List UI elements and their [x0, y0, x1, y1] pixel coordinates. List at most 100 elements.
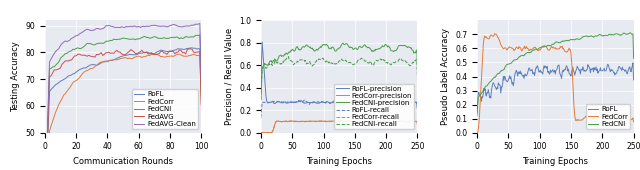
RoFL — [122, 54, 130, 56]
FedCNI-recall — [376, 59, 383, 61]
RoFL — [534, 69, 542, 71]
FedCorr — [491, 33, 499, 35]
FedCNI-recall — [285, 56, 292, 58]
FedAVG — [185, 48, 193, 50]
FedAVG-Clean — [185, 25, 193, 27]
RoFL — [568, 71, 575, 73]
FedCorr-precision — [287, 120, 294, 122]
FedCorr — [79, 73, 86, 75]
FedCorr — [535, 49, 543, 51]
Y-axis label: Pseudo Label Accuracy: Pseudo Label Accuracy — [440, 28, 450, 125]
FedCorr-recall — [350, 121, 358, 123]
X-axis label: Training Epochs: Training Epochs — [306, 157, 372, 166]
FedAVG-Clean — [135, 25, 143, 27]
FedAVG — [72, 55, 80, 57]
FedCorr-precision — [257, 132, 265, 134]
RoFL-recall — [364, 101, 371, 103]
FedCNI-precision — [339, 42, 347, 44]
FedCNI — [42, 167, 50, 169]
Legend: RoFL-precision, FedCorr-precision, FedCNI-precision, RoFL-recall, FedCorr-recall: RoFL-precision, FedCorr-precision, FedCN… — [334, 84, 414, 129]
FedAVG-Clean — [42, 164, 50, 166]
FedAVG — [187, 48, 195, 50]
FedAVG-Clean — [122, 26, 130, 28]
FedCorr-recall — [351, 120, 359, 122]
RoFL-precision — [329, 101, 337, 104]
FedCNI — [579, 36, 587, 38]
FedCNI — [591, 35, 598, 37]
RoFL-recall — [376, 101, 383, 104]
FedCNI-recall — [352, 62, 360, 64]
FedCorr-recall — [406, 120, 413, 122]
FedCorr — [473, 132, 481, 134]
FedCNI-recall — [413, 79, 421, 81]
Line: FedCorr: FedCorr — [46, 54, 202, 170]
FedCNI-precision — [350, 48, 358, 50]
FedCNI — [545, 45, 552, 47]
FedCNI — [473, 115, 481, 117]
FedCNI — [627, 32, 634, 34]
FedCNI-precision — [364, 47, 371, 49]
FedCorr — [580, 117, 588, 119]
RoFL — [629, 62, 637, 64]
FedCNI-recall — [329, 62, 337, 64]
FedCNI — [196, 34, 204, 36]
Line: FedCorr-precision: FedCorr-precision — [261, 121, 417, 133]
FedCorr-recall — [375, 120, 383, 122]
FedCorr — [191, 54, 199, 56]
Line: RoFL: RoFL — [477, 63, 634, 113]
RoFL-precision — [257, 81, 265, 83]
FedCorr — [198, 107, 205, 109]
FedCorr-recall — [328, 120, 336, 122]
RoFL — [79, 67, 86, 69]
Line: FedAVG-Clean: FedAVG-Clean — [46, 23, 202, 165]
RoFL — [545, 71, 552, 73]
FedCorr-precision — [352, 121, 360, 123]
FedCNI-precision — [319, 44, 326, 46]
RoFL-recall — [329, 101, 337, 103]
RoFL-recall — [352, 102, 360, 104]
FedCorr — [568, 69, 576, 71]
X-axis label: Communication Rounds: Communication Rounds — [73, 157, 173, 166]
FedCorr-recall — [413, 123, 421, 125]
RoFL — [72, 71, 80, 73]
Line: FedCorr: FedCorr — [477, 34, 634, 133]
FedCNI-recall — [350, 63, 358, 65]
RoFL — [630, 79, 637, 81]
FedCNI — [79, 46, 86, 48]
FedCorr-precision — [329, 120, 337, 122]
FedCNI — [122, 38, 130, 40]
FedCorr — [630, 121, 637, 123]
FedCNI-precision — [352, 47, 360, 49]
FedAVG — [198, 104, 205, 106]
FedAVG-Clean — [189, 24, 197, 26]
FedCorr-precision — [413, 124, 421, 126]
FedCorr — [591, 120, 599, 122]
FedCorr-precision — [350, 120, 358, 122]
RoFL-recall — [413, 109, 421, 111]
FedAVG-Clean — [79, 31, 86, 33]
RoFL-recall — [257, 117, 265, 119]
FedCNI — [189, 36, 197, 38]
RoFL-recall — [319, 100, 327, 103]
Legend: RoFL, FedCorr, FedCNI, FedAVG, FedAVG-Clean: RoFL, FedCorr, FedCNI, FedAVG, FedAVG-Cl… — [132, 89, 198, 129]
FedCorr — [150, 53, 158, 55]
FedCNI — [72, 47, 80, 49]
Line: FedAVG: FedAVG — [46, 49, 202, 170]
FedCNI — [185, 36, 193, 38]
Legend: RoFL, FedCorr, FedCNI: RoFL, FedCorr, FedCNI — [586, 104, 630, 129]
RoFL — [191, 47, 199, 49]
RoFL — [473, 112, 481, 114]
FedCNI — [135, 38, 143, 40]
RoFL — [188, 47, 196, 49]
FedCorr-recall — [257, 132, 265, 134]
RoFL-recall — [301, 99, 308, 101]
FedCorr-precision — [364, 121, 371, 123]
FedAVG — [191, 52, 199, 54]
FedCorr — [566, 49, 574, 51]
RoFL — [135, 52, 143, 54]
Line: RoFL-recall: RoFL-recall — [261, 100, 417, 118]
FedCorr-recall — [363, 120, 371, 122]
FedCNI-recall — [364, 62, 371, 64]
FedAVG-Clean — [198, 83, 205, 86]
Line: RoFL: RoFL — [46, 48, 202, 170]
